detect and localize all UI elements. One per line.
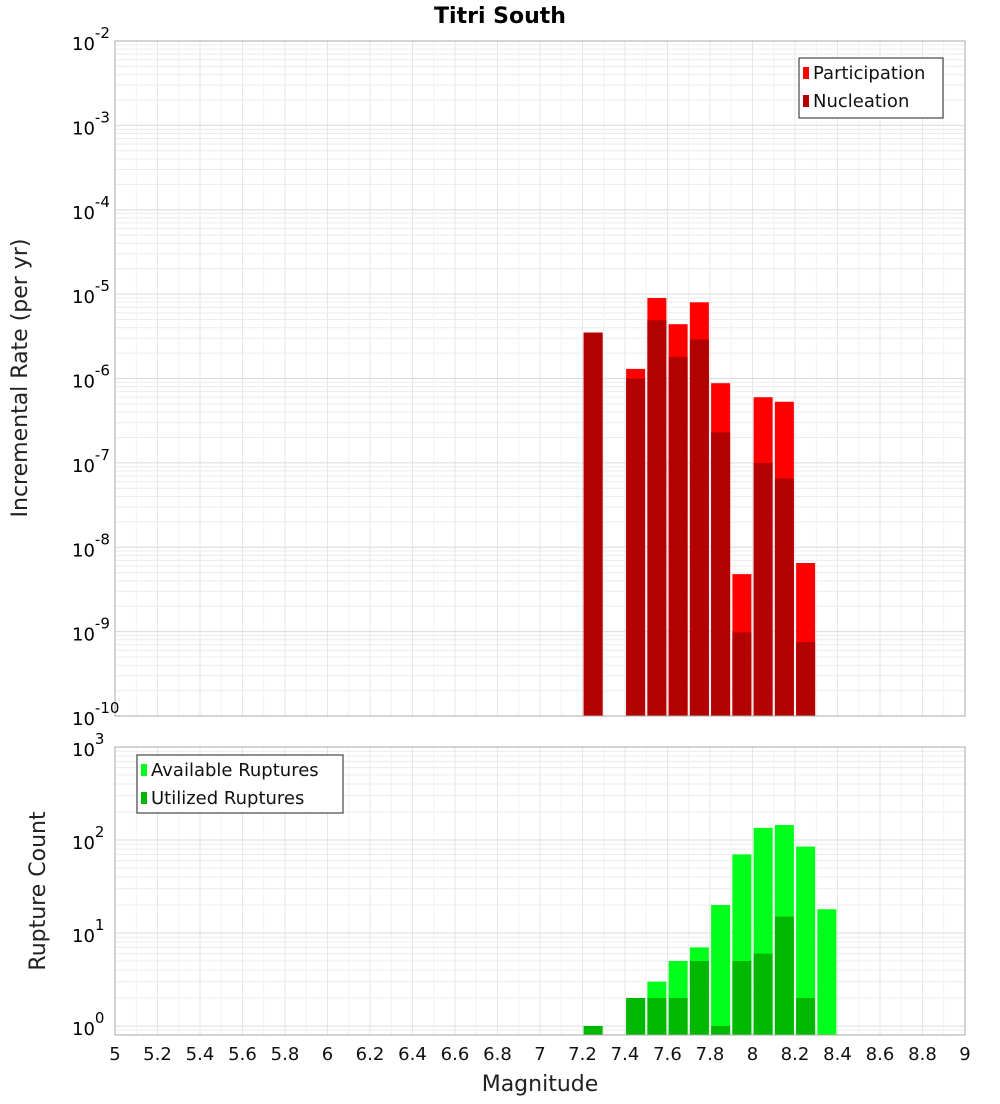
x-tick-label: 8.2: [781, 1044, 810, 1065]
y-tick-label: 102: [72, 823, 104, 854]
x-tick-label: 6: [322, 1044, 333, 1065]
x-tick-label: 6.6: [441, 1044, 470, 1065]
legend-swatch: [141, 792, 147, 804]
legend-swatch: [803, 67, 809, 79]
y-tick-label: 10-2: [72, 24, 110, 55]
y-tick-label: 10-6: [72, 362, 110, 393]
x-tick-label: 5.2: [143, 1044, 172, 1065]
x-tick-label: 7: [534, 1044, 545, 1065]
bar-utilized-ruptures-0: [583, 1025, 603, 1035]
panel-0: 10-10 10-9 10-8 10-7 10-6 10-5 10-4 10-3 10-2 Inc…: [8, 24, 966, 730]
y-tick-label: 10-3: [72, 108, 110, 139]
x-tick-label: 8.6: [866, 1044, 895, 1065]
bar-nucleation-3: [668, 356, 688, 716]
x-tick-label: 8: [747, 1044, 758, 1065]
x-tick-label: 5.8: [271, 1044, 300, 1065]
x-tick-label: 7.4: [611, 1044, 640, 1065]
legend-label: Available Ruptures: [151, 760, 319, 781]
bar-nucleation-8: [774, 478, 794, 716]
bar-utilized-ruptures-4: [689, 960, 709, 1035]
y-tick-label: 10-8: [72, 530, 110, 561]
y-axis-label: Rupture Count: [26, 811, 51, 971]
legend-box: [136, 754, 344, 814]
bar-utilized-ruptures-1: [626, 997, 646, 1035]
bar-utilized-ruptures-2: [647, 997, 667, 1035]
bar-utilized-ruptures-5: [711, 1025, 731, 1035]
legend-swatch: [803, 95, 809, 107]
x-tick-label: 6.4: [398, 1044, 427, 1065]
bar-nucleation-2: [647, 320, 667, 716]
legend-box: [798, 57, 944, 119]
bar-utilized-ruptures-8: [774, 916, 794, 1035]
plot-frame: [114, 746, 966, 1036]
bar-utilized-ruptures-3: [668, 997, 688, 1035]
bar-utilized-ruptures-9: [796, 997, 816, 1035]
y-tick-label: 10-4: [72, 193, 110, 224]
x-tick-label: 8.4: [823, 1044, 852, 1065]
bar-utilized-ruptures-7: [753, 953, 773, 1035]
y-tick-label: 10-7: [72, 446, 110, 477]
x-tick-label: 9: [959, 1044, 970, 1065]
x-tick-label: 8.8: [908, 1044, 937, 1065]
bar-nucleation-1: [626, 378, 646, 716]
bar-available-ruptures-10: [817, 909, 837, 1035]
bar-available-ruptures-5: [711, 904, 731, 1035]
legend-label: Nucleation: [813, 91, 909, 112]
legend-label: Participation: [813, 63, 925, 84]
x-tick-label: 7.6: [653, 1044, 682, 1065]
x-tick-label: 5.4: [186, 1044, 215, 1065]
chart-title: Titri South: [434, 4, 566, 29]
x-tick-label: 7.2: [568, 1044, 597, 1065]
x-tick-label: 7.8: [696, 1044, 725, 1065]
legend-label: Utilized Ruptures: [151, 788, 304, 809]
y-tick-label: 10-9: [72, 615, 110, 646]
panel-1: 100 101 102 103 Rupture Count Available Ruptu…: [26, 730, 966, 1040]
y-tick-label: 103: [72, 730, 104, 761]
y-tick-label: 10-5: [72, 277, 110, 308]
bar-nucleation-9: [796, 642, 816, 716]
y-tick-label: 10-10: [72, 699, 119, 730]
x-tick-label: 6.2: [356, 1044, 385, 1065]
plot-frame: [114, 40, 966, 717]
y-axis-label: Incremental Rate (per yr): [8, 239, 33, 518]
y-tick-label: 101: [72, 916, 104, 947]
bar-nucleation-0: [583, 332, 603, 716]
y-tick-label: 100: [72, 1009, 104, 1040]
bar-available-ruptures-9: [796, 846, 816, 1035]
x-tick-label: 6.8: [483, 1044, 512, 1065]
x-tick-label: 5: [109, 1044, 120, 1065]
bar-utilized-ruptures-6: [732, 960, 752, 1035]
bar-nucleation-4: [689, 339, 709, 716]
bar-nucleation-7: [753, 462, 773, 716]
x-tick-label: 5.6: [228, 1044, 257, 1065]
bar-nucleation-5: [711, 432, 731, 716]
bar-nucleation-6: [732, 632, 752, 716]
legend-swatch: [141, 764, 147, 776]
x-axis-label: Magnitude: [482, 1072, 599, 1097]
